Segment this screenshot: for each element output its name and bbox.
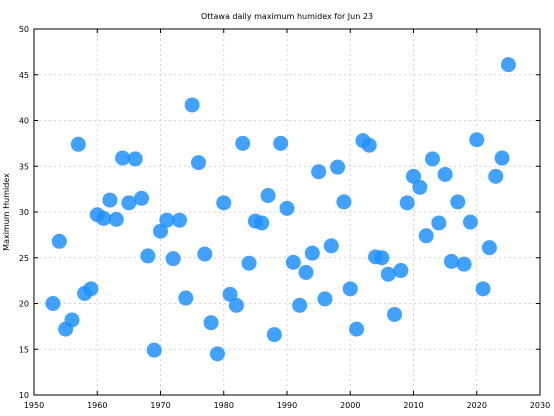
data-point xyxy=(285,254,301,270)
data-point xyxy=(361,137,377,153)
y-tick-label: 25 xyxy=(19,254,29,263)
data-point xyxy=(209,346,225,362)
data-point xyxy=(279,200,295,216)
x-tick-label: 1970 xyxy=(150,401,170,410)
y-tick-label: 45 xyxy=(19,71,29,80)
x-tick-label: 1990 xyxy=(277,401,297,410)
data-point xyxy=(437,166,453,182)
data-point xyxy=(462,214,478,230)
data-point xyxy=(323,238,339,254)
x-tick-label: 2000 xyxy=(340,401,360,410)
y-tick-label: 40 xyxy=(19,117,29,126)
x-tick-label: 2010 xyxy=(403,401,423,410)
data-point xyxy=(235,135,251,151)
data-point xyxy=(469,132,485,148)
data-point xyxy=(222,286,238,302)
data-point xyxy=(342,281,358,297)
data-point xyxy=(64,312,80,328)
y-axis-label: Maximum Humidex xyxy=(2,173,11,251)
data-point xyxy=(273,135,289,151)
x-tick-label: 1950 xyxy=(24,401,44,410)
data-point xyxy=(475,281,491,297)
data-point xyxy=(159,212,175,228)
data-point xyxy=(45,296,61,311)
data-point xyxy=(387,306,403,322)
y-tick-label: 30 xyxy=(19,208,29,217)
chart-title: Ottawa daily maximum humidex for Jun 23 xyxy=(201,12,373,21)
x-tick-label: 1960 xyxy=(87,401,107,410)
data-point xyxy=(393,263,409,279)
x-tick-label: 2020 xyxy=(467,401,487,410)
data-point xyxy=(102,192,118,208)
data-point xyxy=(488,168,504,184)
y-tick-label: 20 xyxy=(19,300,29,309)
y-tick-label: 35 xyxy=(19,162,29,171)
data-point xyxy=(304,245,320,261)
data-point xyxy=(336,194,352,210)
data-point xyxy=(443,253,459,269)
data-point xyxy=(406,168,421,184)
data-point xyxy=(51,233,67,249)
data-point xyxy=(171,212,187,228)
data-point xyxy=(115,150,131,166)
data-point xyxy=(108,211,124,227)
data-point xyxy=(349,321,365,337)
data-points xyxy=(45,57,516,362)
data-point xyxy=(197,246,213,262)
data-point xyxy=(330,159,346,175)
y-tick-label: 10 xyxy=(19,391,29,400)
data-point xyxy=(134,190,150,206)
data-point xyxy=(380,266,396,282)
data-point xyxy=(399,195,415,211)
data-point xyxy=(317,291,333,307)
data-point xyxy=(450,194,466,210)
data-point xyxy=(241,255,257,271)
data-point xyxy=(70,136,86,152)
data-point xyxy=(424,151,440,167)
data-point xyxy=(311,164,327,180)
data-point xyxy=(178,290,194,306)
data-point xyxy=(418,228,434,244)
data-point xyxy=(165,251,181,267)
data-point xyxy=(121,195,137,211)
data-point xyxy=(266,327,282,343)
data-point xyxy=(456,256,472,272)
axis-ticks: 1950 1960 1970 1980 1990 2000 2010 2020 20301015… xyxy=(19,25,550,410)
data-point xyxy=(500,57,516,73)
data-point xyxy=(254,215,270,231)
data-point xyxy=(140,248,156,264)
x-tick-label: 1980 xyxy=(214,401,234,410)
data-point xyxy=(228,297,244,313)
x-tick-label: 2030 xyxy=(530,401,550,410)
data-point xyxy=(96,210,112,226)
y-tick-label: 50 xyxy=(19,25,29,34)
data-point xyxy=(374,250,390,266)
y-tick-label: 15 xyxy=(19,345,29,354)
data-point xyxy=(190,155,206,171)
data-point xyxy=(216,195,232,211)
data-point xyxy=(153,223,168,239)
data-point xyxy=(127,151,143,167)
data-point xyxy=(184,97,200,113)
data-point xyxy=(146,342,162,358)
data-point xyxy=(203,315,219,331)
data-point xyxy=(260,188,276,204)
data-point xyxy=(412,179,428,195)
data-point xyxy=(494,150,510,166)
data-point xyxy=(292,297,308,313)
data-point xyxy=(431,215,447,231)
data-point xyxy=(481,240,497,256)
data-point xyxy=(298,264,314,280)
data-point xyxy=(83,281,99,297)
